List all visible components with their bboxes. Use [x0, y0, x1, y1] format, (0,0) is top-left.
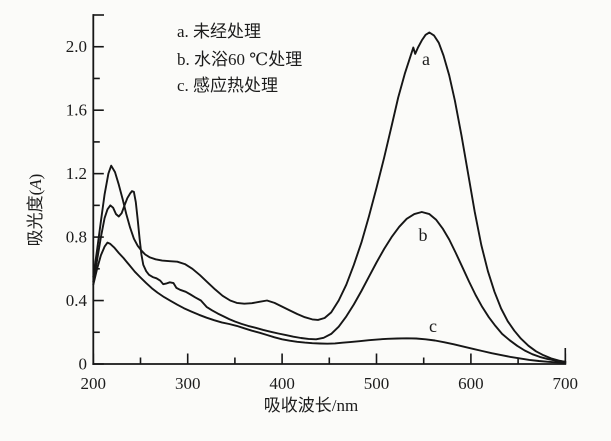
legend-item-b: b. 水浴60 ℃处理: [177, 50, 302, 69]
tick-label: 0: [79, 355, 88, 374]
tick-label: 400: [269, 374, 295, 393]
y-axis-title-variable: A: [26, 179, 45, 191]
y-axis-title-prefix: 吸光度(: [26, 189, 45, 246]
curve-b: [92, 190, 567, 363]
tick-label: 2.0: [66, 37, 87, 56]
curves: [92, 31, 567, 364]
y-axis: 0 0.4 0.8 1.2 1.6 2.0: [66, 14, 104, 374]
x-minor-ticks: [139, 357, 519, 364]
tick-label: 0.4: [66, 291, 88, 310]
tick-label: 700: [553, 374, 579, 393]
tick-label: 1.2: [66, 164, 87, 183]
curve-label-c: c: [429, 316, 437, 336]
legend: a. 未经处理 b. 水浴60 ℃处理 c. 感应热处理: [177, 22, 302, 95]
legend-item-a: a. 未经处理: [177, 22, 261, 41]
y-axis-title-suffix: ): [26, 174, 45, 180]
y-tick-labels: 0 0.4 0.8 1.2 1.6 2.0: [66, 37, 88, 373]
tick-label: 600: [458, 374, 484, 393]
x-axis-title: 吸收波长/nm: [264, 396, 358, 415]
curve-c: [92, 241, 567, 364]
tick-label: 1.6: [66, 101, 87, 120]
y-axis-title: 吸光度(A): [26, 174, 45, 247]
curve-label-a: a: [422, 49, 430, 69]
curve-a: [92, 31, 567, 363]
x-axis: 200 300 400 500 600 700: [81, 348, 579, 393]
tick-label: 0.8: [66, 228, 87, 247]
legend-item-c: c. 感应热处理: [177, 76, 278, 95]
tick-label: 300: [175, 374, 201, 393]
curve-label-b: b: [419, 225, 428, 245]
tick-label: 200: [81, 374, 107, 393]
tick-label: 500: [364, 374, 390, 393]
x-tick-labels: 200 300 400 500 600 700: [81, 374, 579, 393]
y-minor-ticks: [93, 77, 100, 334]
